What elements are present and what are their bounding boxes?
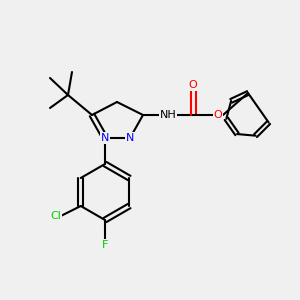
- Text: NH: NH: [160, 110, 176, 120]
- Text: N: N: [101, 133, 109, 143]
- Text: F: F: [102, 240, 108, 250]
- Text: O: O: [214, 110, 222, 120]
- Text: Cl: Cl: [50, 211, 61, 221]
- Text: N: N: [126, 133, 134, 143]
- Text: O: O: [189, 80, 197, 90]
